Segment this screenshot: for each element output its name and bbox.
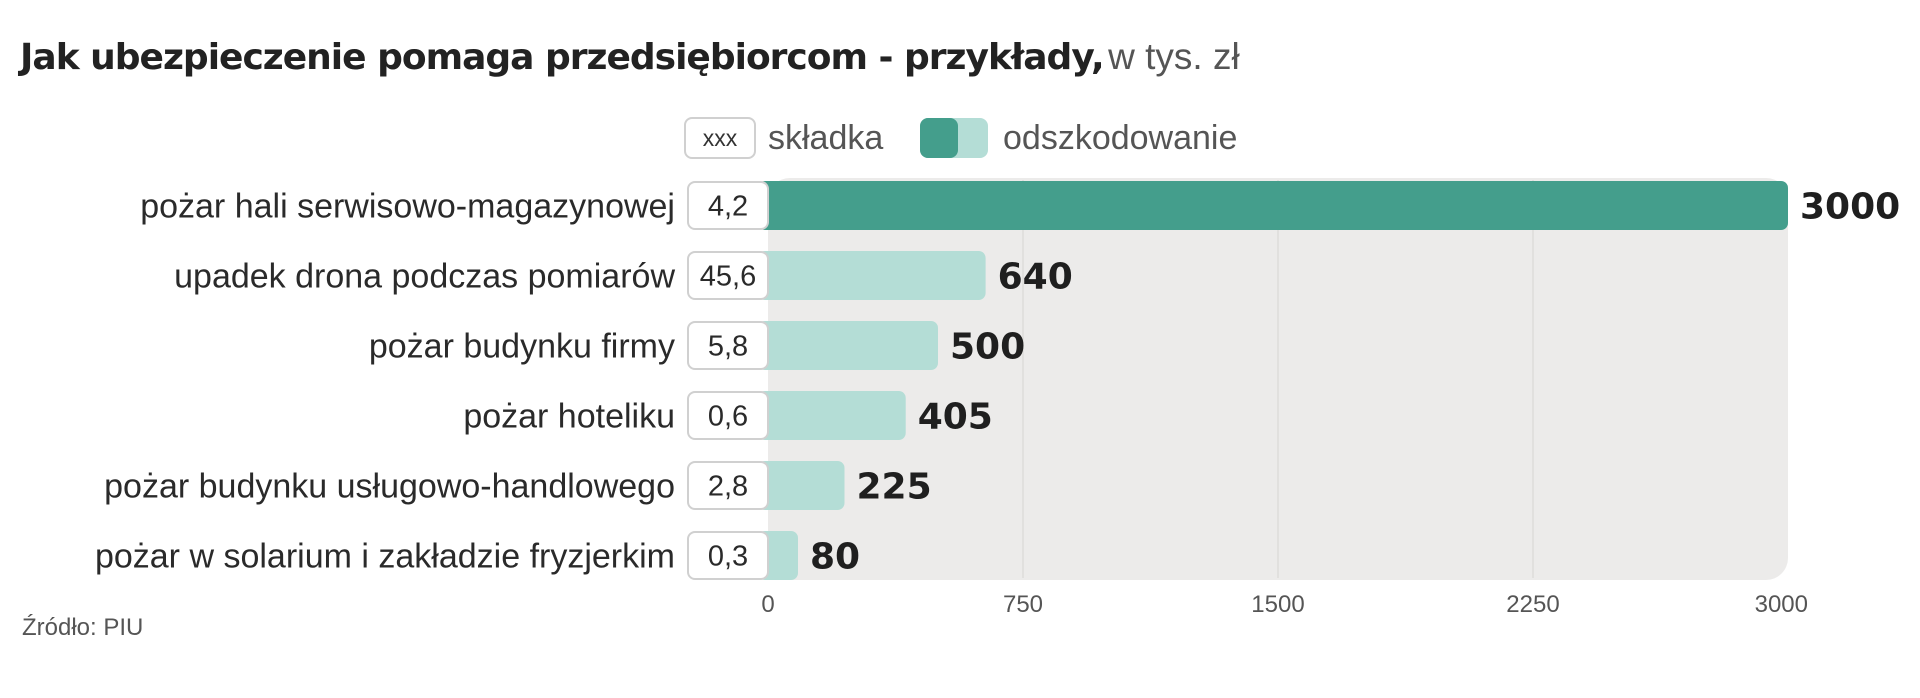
x-tick-label: 750: [1003, 591, 1043, 618]
category-label: pożar hoteliku: [463, 398, 675, 436]
bar-row: upadek drona podczas pomiarów 45,6 640: [174, 251, 1073, 300]
x-axis: 0 750 1500 2250 3000: [761, 591, 1808, 618]
title-main: Jak ubezpieczenie pomaga przedsiębiorcom…: [20, 37, 1105, 78]
x-tick-label: 2250: [1506, 591, 1559, 618]
fee-value: 0,3: [708, 541, 748, 573]
x-tick-label: 3000: [1755, 591, 1808, 618]
fee-box: [687, 531, 769, 580]
fee-value: 45,6: [700, 261, 756, 293]
fee-value: 0,6: [708, 401, 748, 433]
fee-box: [687, 321, 769, 370]
x-tick-label: 0: [761, 591, 774, 618]
payout-value-label: 500: [950, 327, 1025, 368]
payout-bar: [758, 321, 938, 370]
payout-bar: [758, 251, 986, 300]
fee-box: [687, 391, 769, 440]
fee-value: 2,8: [708, 471, 748, 503]
legend-fee-label: składka: [768, 119, 883, 157]
grid: [1022, 180, 1534, 578]
fee-value: 5,8: [708, 331, 748, 363]
bar-rows: pożar hali serwisowo-magazynowej 4,2 3000 u…: [95, 181, 1900, 580]
fee-box: [687, 181, 769, 230]
payout-bar: [758, 391, 906, 440]
payout-value-label: 80: [810, 537, 860, 578]
chart-title: Jak ubezpieczenie pomaga przedsiębiorcom…: [20, 36, 1240, 78]
bar-row: pożar w solarium i zakładzie fryzjerkim 0…: [95, 531, 860, 580]
bar-row: pożar hoteliku 0,6 405: [463, 391, 993, 440]
category-label: pożar budynku firmy: [369, 328, 675, 366]
legend-payout-label: odszkodowanie: [1003, 119, 1237, 157]
payout-value-label: 3000: [1800, 187, 1900, 228]
category-label: pożar w solarium i zakładzie fryzjerkim: [95, 538, 675, 576]
payout-value-label: 225: [857, 467, 932, 508]
legend-payout-swatch-dark: [920, 118, 958, 158]
legend: xxx składka odszkodowanie: [684, 117, 1237, 159]
source-note: Źródło: PIU: [22, 614, 144, 641]
payout-value-label: 640: [998, 257, 1073, 298]
category-label: pożar hali serwisowo-magazynowej: [140, 188, 675, 226]
legend-fee-swatch: [684, 117, 756, 159]
fee-box: [687, 461, 769, 510]
legend-fee-sample: xxx: [703, 125, 738, 151]
fee-value: 4,2: [708, 191, 748, 223]
category-label: upadek drona podczas pomiarów: [174, 258, 675, 296]
title-unit: w tys. zł: [1108, 36, 1240, 77]
payout-bar: [758, 181, 1788, 230]
bar-row: pożar budynku firmy 5,8 500: [369, 321, 1025, 370]
category-label: pożar budynku usługowo-handlowego: [104, 468, 675, 506]
payout-value-label: 405: [918, 397, 993, 438]
x-tick-label: 1500: [1251, 591, 1304, 618]
bar-row: pożar hali serwisowo-magazynowej 4,2 3000: [140, 181, 1900, 230]
payout-bar: [758, 461, 845, 510]
fee-box: [687, 251, 769, 300]
bar-row: pożar budynku usługowo-handlowego 2,8 225: [104, 461, 932, 510]
